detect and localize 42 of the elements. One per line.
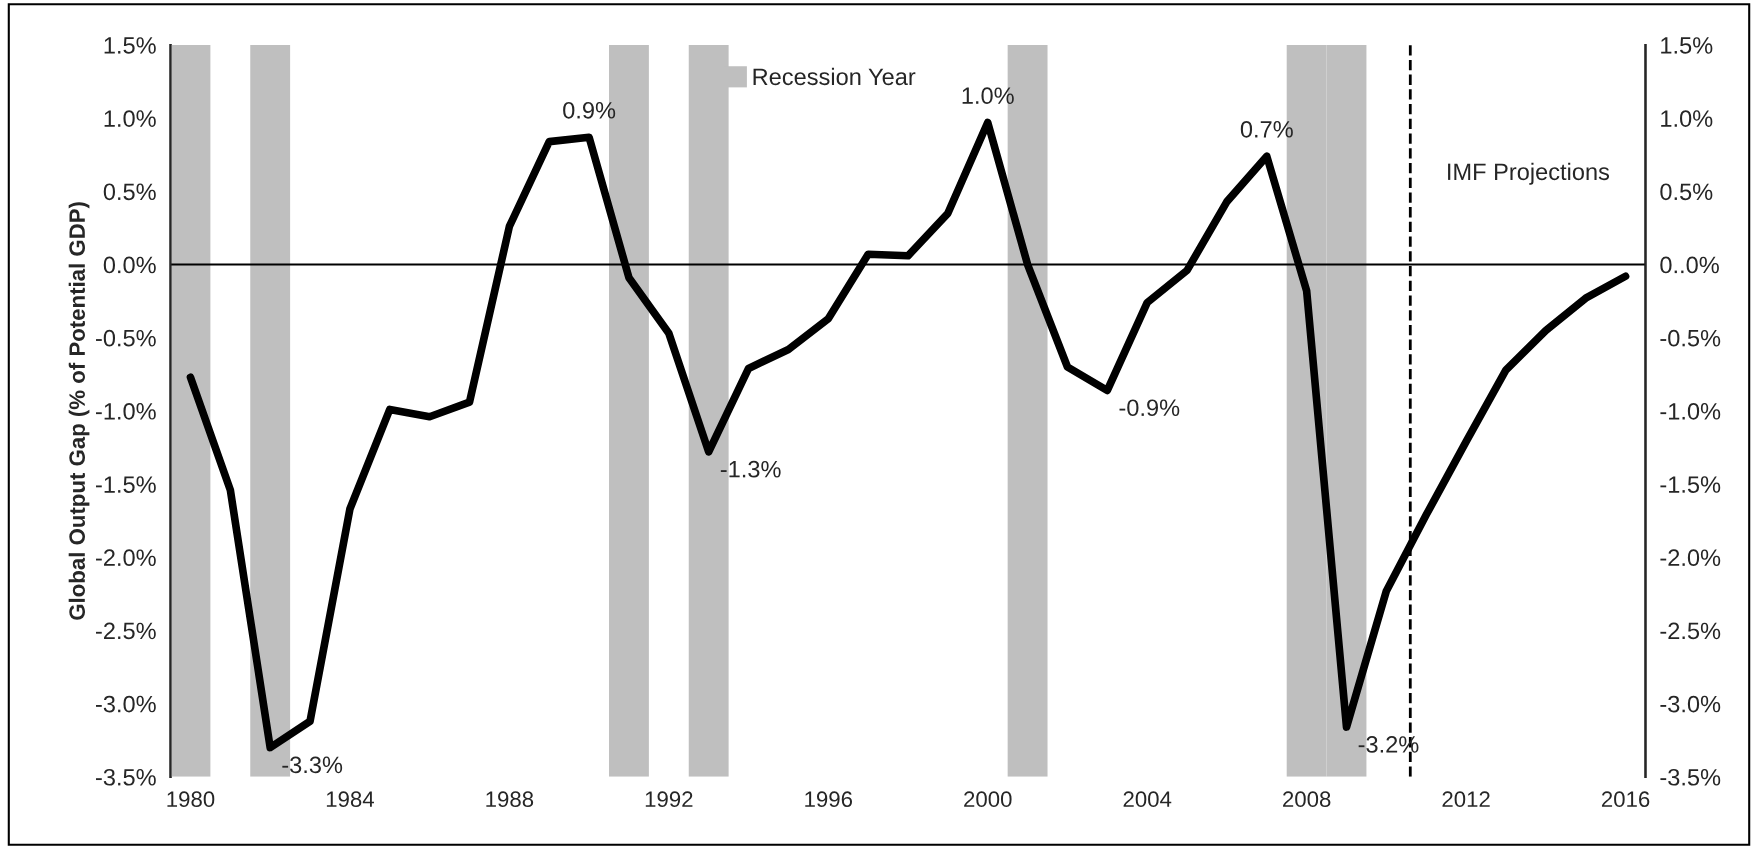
- y2-tick-label: -2.5%: [1660, 622, 1721, 640]
- y-tick-label: 1.5%: [104, 37, 156, 54]
- y-tick-label: -1.0%: [96, 402, 156, 420]
- data-label: 1.0%: [962, 87, 1014, 105]
- y-tick-label: -3.0%: [96, 695, 156, 713]
- data-label: -3.3%: [282, 756, 343, 774]
- y2-tick-label: -1.5%: [1660, 476, 1721, 493]
- y2-tick-label: -3.5%: [1660, 768, 1721, 786]
- y2-tick-label: 1.0%: [1661, 110, 1713, 127]
- data-label: -3.2%: [1358, 736, 1419, 753]
- y-tick-label: 0.5%: [103, 183, 156, 201]
- x-tick-label: 2004: [1123, 791, 1172, 808]
- data-label: -0.9%: [1119, 399, 1180, 417]
- x-tick-label: 1996: [805, 791, 853, 808]
- y-tick-label: -1.5%: [96, 476, 156, 493]
- x-tick-label: 2008: [1283, 791, 1331, 808]
- y-tick-label: -2.0%: [96, 549, 156, 567]
- x-tick-label: 2000: [964, 791, 1012, 808]
- y-tick-label: 1.0%: [104, 110, 156, 127]
- y2-tick-label: 0.5%: [1660, 183, 1713, 201]
- y2-tick-label: 0..0%: [1660, 256, 1719, 274]
- ref-line-label: IMF Projections: [1448, 162, 1610, 185]
- legend-label: Recession Year: [753, 67, 916, 86]
- y-tick-label: -0.5%: [96, 329, 156, 347]
- data-label: 0.7%: [1240, 120, 1293, 138]
- x-tick-label: 1984: [326, 791, 374, 808]
- x-tick-label: 2016: [1601, 791, 1650, 808]
- y2-tick-label: -1.0%: [1660, 402, 1721, 420]
- y2-tick-label: -2.0%: [1660, 549, 1721, 567]
- y-tick-label: -3.5%: [96, 768, 156, 786]
- x-tick-label: 1988: [486, 791, 534, 808]
- y-tick-label: 0.0%: [103, 256, 156, 274]
- x-tick-label: 1980: [167, 791, 215, 808]
- data-label: 0.9%: [563, 101, 616, 119]
- x-tick-label: 1992: [645, 791, 693, 808]
- data-label: -1.3%: [720, 460, 781, 478]
- y-axis-title: Global Output Gap (% of Potential GDP): [68, 202, 90, 620]
- y-tick-label: -2.5%: [96, 622, 156, 640]
- x-tick-label: 2012: [1442, 791, 1490, 808]
- y2-tick-label: -3.0%: [1660, 695, 1721, 713]
- y2-tick-label: 1.5%: [1661, 37, 1713, 54]
- y2-tick-label: -0.5%: [1660, 329, 1721, 347]
